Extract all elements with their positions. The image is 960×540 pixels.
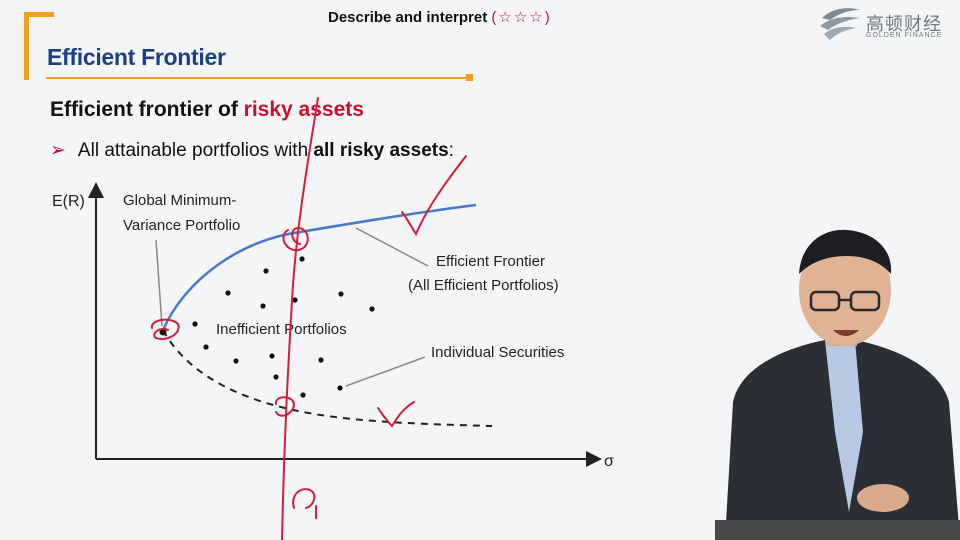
portfolio-dot [292,297,298,303]
check-mark-upper [401,155,467,237]
section-subheading: Efficient frontier of risky assets [50,98,364,122]
frontier-leader-line [355,227,429,267]
portfolio-dot [318,357,324,363]
portfolio-dot [273,374,279,380]
x-axis-label: σ [604,453,614,470]
header-title-text: Describe and interpret [328,9,488,26]
inefficient-label: Inefficient Portfolios [216,321,347,338]
portfolio-dot [300,392,306,398]
header-title: Describe and interpret (☆☆☆) [328,8,552,26]
securities-label: Individual Securities [431,344,564,361]
logo-chinese-text: 高顿财经 [866,14,942,34]
frontier-label-line2: (All Efficient Portfolios) [408,277,559,294]
bullet-suffix: : [448,140,454,161]
difficulty-stars: (☆☆☆) [491,9,552,26]
presenter-glasses [809,290,881,312]
circle-mark-upper [282,226,309,252]
gmv-leader-line [155,239,163,327]
presenter-shirt [825,340,863,512]
title-bracket-decoration [24,12,54,80]
circle-mark-gmv [150,318,180,340]
efficient-frontier-curve [161,203,477,331]
securities-leader-line [345,356,426,387]
bullet-prefix: All attainable portfolios with [77,140,314,161]
slide-title: Efficient Frontier [47,44,226,70]
title-underline [46,77,470,79]
frontier-label-line1: Efficient Frontier [436,253,545,270]
circle-mark-lower [274,396,296,417]
y-axis-label: E(R) [52,193,85,210]
vertical-pen-line [281,97,319,540]
portfolio-dot [233,358,239,364]
portfolio-dots [192,256,375,398]
portfolio-dot [369,306,375,312]
portfolio-dot [192,321,198,327]
portfolio-dot [269,353,275,359]
logo-wing-icon [820,8,860,40]
gmv-point [159,328,167,336]
presenter-hair [799,229,892,274]
check-mark-lower [377,401,415,428]
portfolio-dot [338,291,344,297]
subheading-highlight: risky assets [243,98,364,121]
inefficient-frontier-curve [162,329,493,427]
presenter-video [715,222,960,540]
portfolio-dot [263,268,269,274]
logo-english-text: GOLDEN FINANCE [866,32,943,39]
portfolio-dot [203,344,209,350]
portfolio-dot [225,290,231,296]
presenter-face [799,234,891,346]
portfolio-dot [299,256,305,262]
portfolio-dot [337,385,343,391]
title-underline-end [466,74,473,81]
golden-finance-logo: 高顿财经 GOLDEN FINANCE [818,4,954,46]
gmv-label-line2: Variance Portfolio [123,217,240,234]
handwritten-annotations [150,97,467,540]
bullet-emphasis: all risky assets [313,140,449,161]
handwritten-scribble [292,488,317,519]
portfolio-dot [260,303,266,309]
bullet-point: ➢ All attainable portfolios with all risk… [50,139,454,162]
gmv-label-line1: Global Minimum- [123,192,236,209]
subheading-prefix: Efficient frontier of [50,98,244,121]
bullet-arrow-icon: ➢ [50,140,66,161]
